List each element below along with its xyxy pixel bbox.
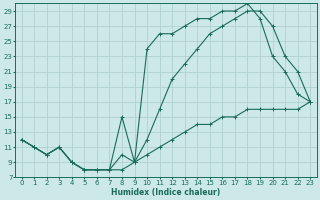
X-axis label: Humidex (Indice chaleur): Humidex (Indice chaleur) — [111, 188, 220, 197]
